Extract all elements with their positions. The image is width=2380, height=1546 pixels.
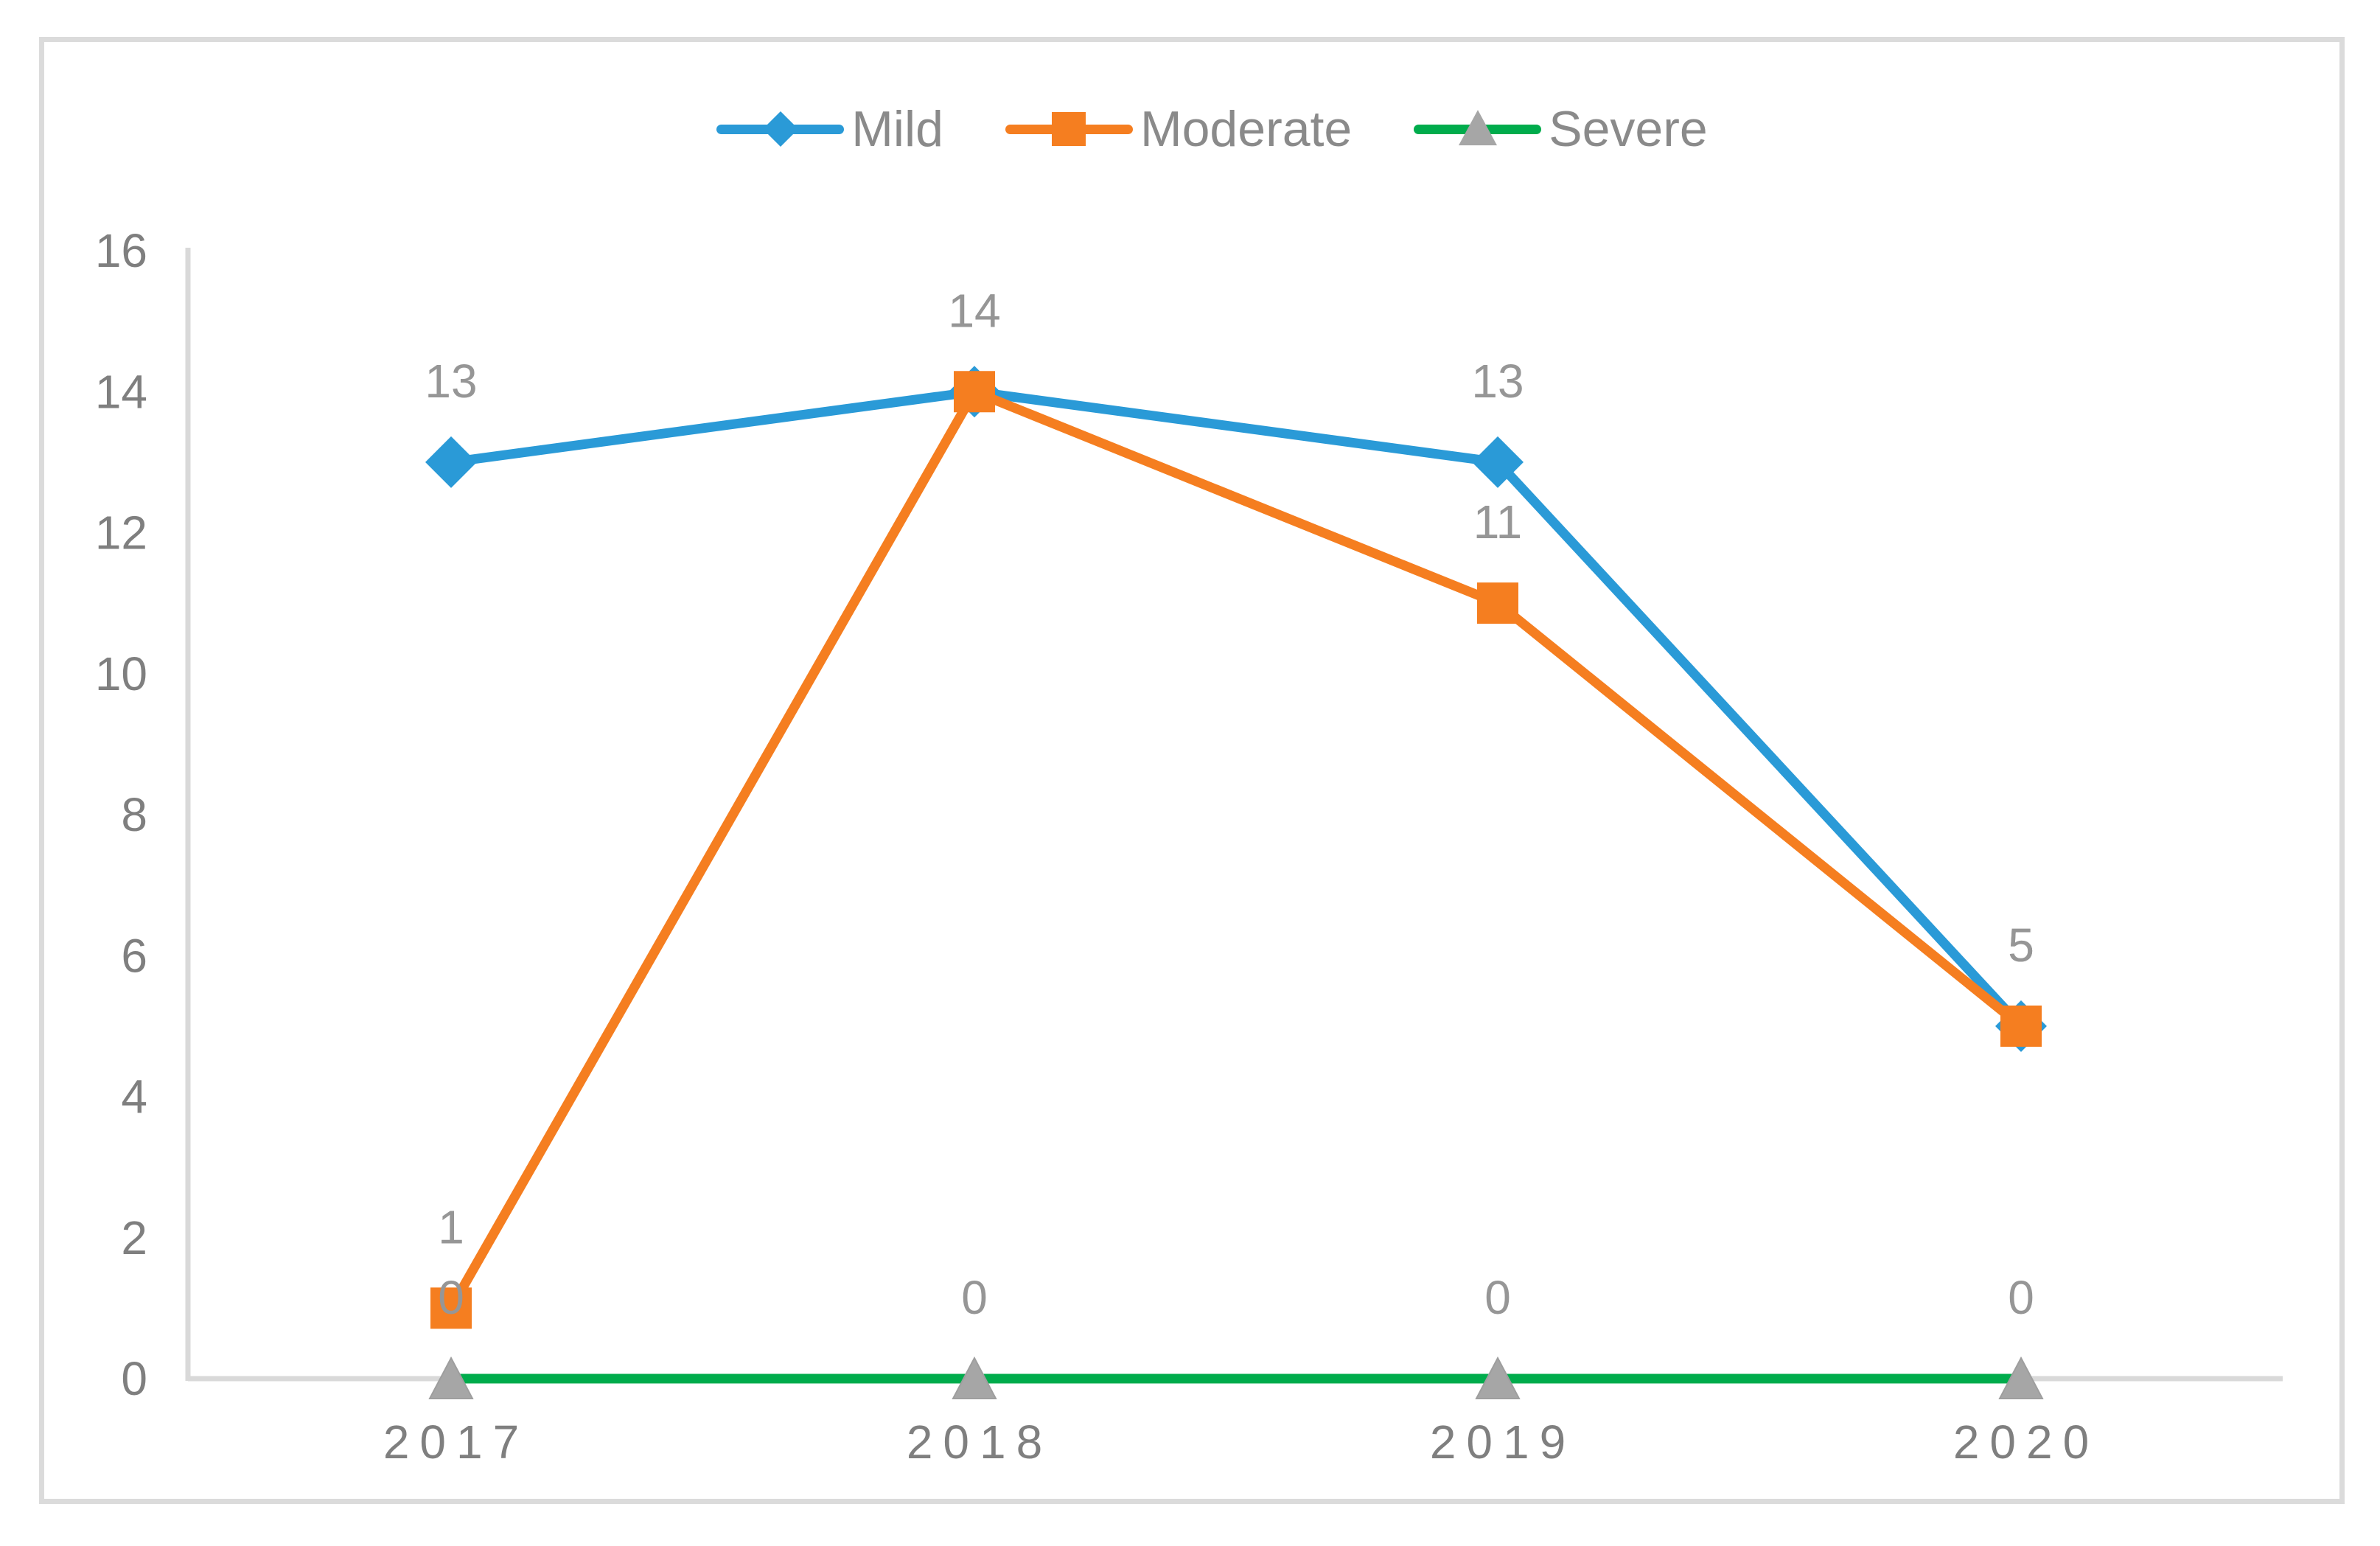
data-label: 13: [1471, 355, 1524, 408]
data-label: 14: [948, 284, 1000, 337]
y-tick-label: 16: [95, 224, 147, 277]
square-marker-icon: [430, 1287, 472, 1329]
y-tick-label: 12: [95, 506, 147, 560]
legend-label-severe: Severe: [1549, 101, 1708, 157]
y-tick-label: 6: [121, 929, 147, 982]
data-label: 5: [2008, 919, 2034, 972]
x-axis-label: 2020: [1953, 1416, 2099, 1469]
x-axis-label: 2017: [383, 1416, 529, 1469]
data-label: 1: [438, 1200, 464, 1253]
legend-item-severe: Severe: [1414, 101, 1708, 157]
legend-label-moderate: Moderate: [1140, 101, 1353, 157]
triangle-marker-icon: [1475, 1356, 1521, 1399]
y-tick-label: 14: [95, 365, 147, 418]
series-line-mild: [446, 386, 2026, 1031]
chart-legend: Mild Moderate Severe: [22, 88, 2380, 170]
legend-line-sample-severe: [1414, 110, 1542, 146]
square-marker-icon: [1052, 112, 1086, 146]
legend-label-mild: Mild: [851, 101, 943, 157]
data-label: 14: [948, 284, 1000, 337]
data-label: 13: [425, 355, 477, 408]
triangle-marker-icon: [1998, 1356, 2044, 1399]
triangle-marker-icon: [1458, 110, 1497, 146]
data-label: 0: [1484, 1271, 1511, 1324]
data-label: 0: [2008, 1271, 2034, 1324]
x-axis-label: 2018: [907, 1416, 1053, 1469]
figure-border: [39, 37, 2345, 1504]
y-tick-label: 8: [121, 788, 147, 841]
square-marker-icon: [954, 371, 995, 413]
diamond-marker-icon: [1472, 436, 1524, 488]
legend-item-mild: Mild: [716, 104, 943, 154]
legend-line-sample-moderate: [1005, 112, 1133, 146]
y-tick-label: 2: [121, 1211, 147, 1264]
legend-line-sample-mild: [716, 111, 845, 147]
y-tick-label: 10: [95, 647, 147, 700]
square-marker-icon: [1477, 582, 1518, 624]
square-marker-icon: [2000, 1005, 2042, 1047]
x-axis-label: 2019: [1430, 1416, 1576, 1469]
data-label: 5: [2008, 919, 2034, 972]
diamond-marker-icon: [425, 436, 477, 488]
data-label: 0: [961, 1271, 988, 1324]
data-label: 0: [438, 1271, 464, 1324]
triangle-marker-icon: [428, 1356, 474, 1399]
series-line-moderate: [446, 386, 2026, 1313]
triangle-marker-icon: [952, 1356, 997, 1399]
legend-item-moderate: Moderate: [1005, 104, 1352, 154]
data-label: 11: [1473, 495, 1522, 549]
y-tick-label: 4: [121, 1070, 147, 1124]
y-tick-label: 0: [121, 1352, 147, 1405]
